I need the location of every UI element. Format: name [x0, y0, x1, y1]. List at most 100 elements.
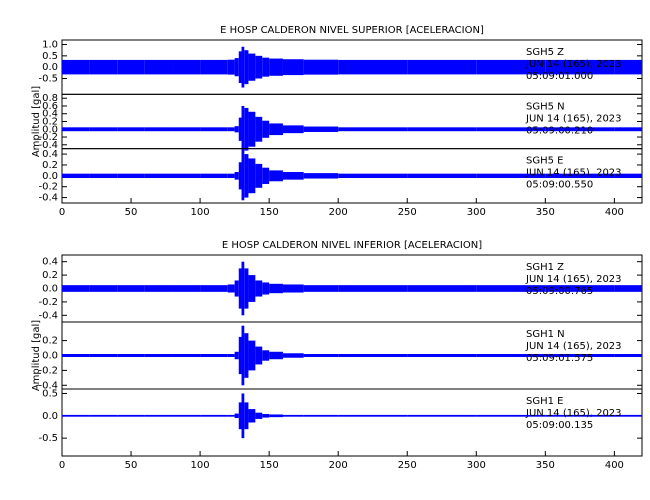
- y-tick-label: 0.6: [42, 101, 58, 112]
- trace-label: JUN 14 (165), 2023: [525, 113, 622, 124]
- trace-envelope: [269, 170, 283, 182]
- trace-envelope: [476, 173, 546, 179]
- trace-label: JUN 14 (165), 2023: [525, 274, 622, 285]
- trace-envelope: [244, 333, 249, 378]
- trace-envelope: [234, 126, 239, 133]
- x-tick-label: 100: [191, 460, 210, 471]
- y-tick-label: 0.4: [42, 257, 58, 268]
- trace-envelope: [200, 173, 228, 179]
- trace-envelope: [476, 354, 546, 357]
- y-tick-label: 0.2: [42, 160, 58, 171]
- trace-envelope: [89, 354, 118, 357]
- trace-envelope: [255, 412, 263, 419]
- trace-envelope: [248, 340, 256, 371]
- trace-envelope: [303, 59, 339, 75]
- x-tick-label: 0: [59, 460, 65, 471]
- trace-envelope: [144, 354, 173, 357]
- trace-envelope: [238, 336, 242, 375]
- y-axis-label: Amplitud [gal]: [31, 86, 42, 157]
- y-tick-label: 0.0: [42, 351, 58, 362]
- x-tick-label: 400: [605, 460, 624, 471]
- trace-envelope: [614, 285, 642, 292]
- x-tick-label: 0: [59, 207, 65, 218]
- x-tick-label: 50: [125, 460, 138, 471]
- trace-envelope: [248, 111, 256, 147]
- trace-label: SGH1 Z: [526, 262, 564, 273]
- trace-envelope: [244, 268, 249, 309]
- trace-envelope: [227, 173, 235, 179]
- trace-envelope: [241, 393, 245, 439]
- trace-envelope: [269, 414, 283, 418]
- trace-envelope: [234, 280, 239, 297]
- trace-envelope: [407, 59, 477, 75]
- trace-envelope: [545, 127, 615, 132]
- y-tick-label: -0.4: [38, 140, 58, 151]
- x-tick-label: 400: [605, 207, 624, 218]
- trace-envelope: [244, 154, 249, 198]
- trace-envelope: [303, 414, 339, 417]
- y-tick-label: -0.4: [38, 193, 58, 204]
- trace-envelope: [144, 414, 173, 417]
- trace-envelope: [200, 354, 228, 357]
- trace-envelope: [234, 172, 239, 180]
- y-tick-label: -0.2: [38, 132, 58, 143]
- x-tick-label: 300: [467, 460, 486, 471]
- y-tick-label: -0.2: [38, 297, 58, 308]
- trace-envelope: [338, 354, 408, 357]
- trace-envelope: [200, 59, 228, 75]
- trace-envelope: [614, 127, 642, 132]
- trace-envelope: [117, 59, 145, 75]
- y-tick-label: -0.5: [38, 73, 58, 84]
- trace-envelope: [227, 284, 235, 293]
- trace-envelope: [545, 414, 615, 417]
- trace-envelope: [248, 275, 256, 302]
- trace-envelope: [614, 414, 642, 417]
- trace-label: JUN 14 (165), 2023: [525, 168, 622, 179]
- trace-envelope: [269, 351, 283, 360]
- trace-envelope: [238, 117, 242, 141]
- x-tick-label: 100: [191, 207, 210, 218]
- y-tick-label: 0.2: [42, 117, 58, 128]
- trace-envelope: [545, 59, 615, 75]
- y-tick-label: 0.2: [42, 270, 58, 281]
- trace-envelope: [282, 172, 304, 180]
- y-tick-label: -0.2: [38, 365, 58, 376]
- trace-envelope: [144, 59, 173, 75]
- trace-label: 05:09:01.000: [526, 71, 593, 82]
- trace-envelope: [269, 283, 283, 294]
- x-tick-label: 150: [260, 460, 279, 471]
- y-tick-label: 0.0: [42, 171, 58, 182]
- trace-envelope: [200, 285, 228, 292]
- y-tick-label: 0.0: [42, 284, 58, 295]
- y-tick-label: 0.4: [42, 109, 58, 120]
- chart-title: E HOSP CALDERON NIVEL INFERIOR [ACELERAC…: [222, 240, 482, 251]
- trace-envelope: [241, 325, 245, 386]
- y-tick-label: 0.0: [42, 411, 58, 422]
- trace-envelope: [303, 354, 339, 357]
- trace-envelope: [244, 402, 249, 430]
- trace-envelope: [255, 346, 263, 365]
- x-tick-label: 150: [260, 207, 279, 218]
- trace-envelope: [172, 173, 201, 179]
- trace-envelope: [227, 127, 235, 132]
- trace-envelope: [238, 402, 242, 430]
- y-axis-label: Amplitud [gal]: [31, 320, 42, 391]
- trace-envelope: [234, 413, 239, 419]
- trace-envelope: [614, 173, 642, 179]
- trace-envelope: [117, 354, 145, 357]
- trace-envelope: [144, 285, 173, 292]
- trace-label: JUN 14 (165), 2023: [525, 341, 622, 352]
- trace-envelope: [282, 414, 304, 417]
- trace-label: SGH1 E: [526, 396, 563, 407]
- trace-envelope: [200, 414, 228, 417]
- trace-label: SGH1 N: [526, 329, 565, 340]
- trace-envelope: [248, 409, 256, 423]
- trace-envelope: [338, 285, 408, 292]
- trace-envelope: [407, 414, 477, 417]
- trace-envelope: [172, 285, 201, 292]
- trace-envelope: [303, 126, 339, 132]
- trace-envelope: [238, 162, 242, 190]
- trace-envelope: [262, 167, 270, 184]
- chart-title: E HOSP CALDERON NIVEL SUPERIOR [ACELERAC…: [220, 25, 484, 36]
- trace-envelope: [234, 351, 239, 360]
